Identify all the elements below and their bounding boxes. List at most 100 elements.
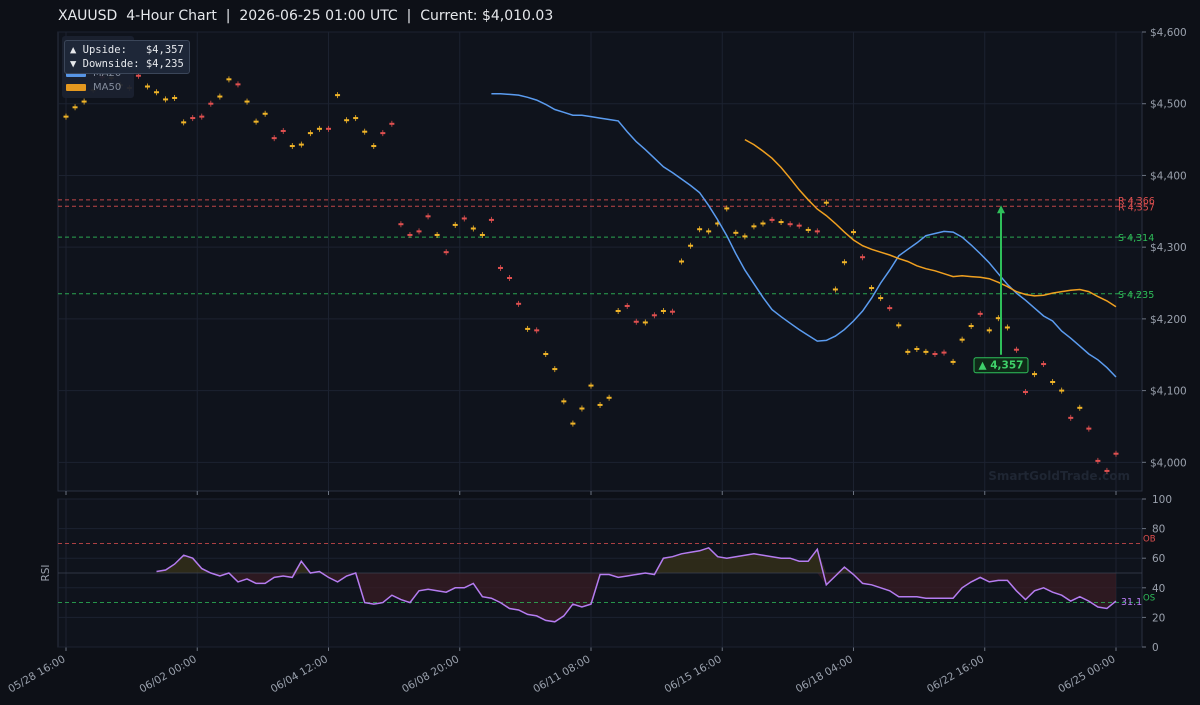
candle-body <box>642 321 648 324</box>
candle-body <box>570 422 576 425</box>
candle-body <box>226 78 232 81</box>
rsi-tick-label: 100 <box>1152 494 1172 506</box>
candle-body <box>651 314 657 317</box>
upside-label-box <box>973 357 1029 374</box>
candle-body <box>497 266 503 269</box>
candle-body <box>190 117 196 120</box>
candle-body <box>832 288 838 291</box>
candle-body <box>253 120 259 123</box>
candle-body <box>751 225 757 228</box>
candle-body <box>597 403 603 406</box>
rsi-fill-below <box>156 573 1116 622</box>
x-tick-label: 06/11 08:00 <box>531 653 592 695</box>
price-tick-label: $4,500 <box>1150 99 1187 111</box>
resistance-label: R 4,366 <box>1118 196 1155 207</box>
candle-body <box>316 127 322 130</box>
candle-body <box>280 129 286 132</box>
candle-body <box>869 287 875 290</box>
x-tick-label: 06/15 16:00 <box>662 653 723 695</box>
oversold-label: OS <box>1143 594 1155 604</box>
candle-body <box>217 95 223 98</box>
candle-body <box>995 317 1001 320</box>
candle-body <box>905 350 911 353</box>
candle-body <box>896 324 902 327</box>
candle-body <box>814 230 820 233</box>
support-label: S 4,314 <box>1118 233 1154 244</box>
candle-body <box>669 310 675 313</box>
legend-label-ma50: MA50 <box>93 82 122 93</box>
ma50-swatch <box>66 83 86 91</box>
candle-body <box>208 102 214 105</box>
candle-body <box>679 260 685 263</box>
price-tick-label: $4,600 <box>1150 27 1187 39</box>
price-tick-label: $4,100 <box>1150 386 1187 398</box>
candle-body <box>298 143 304 146</box>
rsi-tick-label: 60 <box>1152 553 1165 565</box>
candle-body <box>552 368 558 371</box>
candle-body <box>289 145 295 148</box>
candle-body <box>525 327 531 330</box>
x-tick-label: 06/18 04:00 <box>794 653 855 695</box>
candle-body <box>63 115 69 118</box>
candle-body <box>796 224 802 227</box>
price-tick-label: $4,400 <box>1150 170 1187 182</box>
candle-body <box>941 351 947 354</box>
price-tick-label: $4,000 <box>1150 457 1187 469</box>
rsi-tick-label: 40 <box>1152 583 1165 595</box>
x-tick-label: 06/04 12:00 <box>269 653 330 695</box>
x-tick-label: 06/08 20:00 <box>400 653 461 695</box>
watermark: SmartGoldTrade.com <box>988 469 1130 483</box>
rsi-tick-label: 20 <box>1152 612 1165 624</box>
candle-body <box>461 217 467 220</box>
candle-body <box>823 201 829 204</box>
candle-body <box>615 309 621 312</box>
candle-body <box>1022 391 1028 394</box>
candle-body <box>1041 363 1047 366</box>
candle-body <box>235 83 241 86</box>
candle-body <box>923 350 929 353</box>
candle-body <box>371 145 377 148</box>
candle-body <box>887 307 893 310</box>
candle-body <box>154 91 160 94</box>
candle-body <box>760 222 766 225</box>
x-tick-label: 06/25 00:00 <box>1056 653 1117 695</box>
rsi-tick-label: 80 <box>1152 524 1165 536</box>
candle-body <box>326 127 331 130</box>
rsi-last-label: 31.1 <box>1121 597 1142 608</box>
candle-body <box>660 309 666 312</box>
candle-body <box>479 233 485 236</box>
candle-body <box>579 407 585 410</box>
candle-body <box>742 235 748 238</box>
candle-body <box>805 228 811 231</box>
candle-body <box>135 74 141 77</box>
candle-body <box>470 227 476 230</box>
candle-body <box>344 119 350 122</box>
candle-body <box>932 353 938 356</box>
candle-body <box>588 384 594 387</box>
candle-body <box>72 106 78 109</box>
candle-body <box>1077 406 1083 409</box>
candle-body <box>706 230 712 233</box>
candle-body <box>244 100 250 103</box>
candle-body <box>271 137 277 140</box>
candle-body <box>516 302 522 305</box>
candle-body <box>425 215 431 218</box>
candle-body <box>633 320 639 323</box>
upside-target: ▲ Upside: $4,357 <box>70 44 184 56</box>
candle-body <box>144 85 150 88</box>
x-tick-label: 05/28 16:00 <box>6 653 67 695</box>
price-panel <box>57 31 1143 492</box>
candle-body <box>977 312 983 315</box>
downside-target: ▼ Downside: $4,235 <box>70 58 184 70</box>
candle-body <box>851 231 856 234</box>
candle-body <box>1050 380 1056 383</box>
candle-body <box>163 98 169 101</box>
candle-body <box>1004 326 1010 329</box>
candle-body <box>199 115 205 118</box>
candle-body <box>380 132 386 135</box>
candle-body <box>1095 459 1101 462</box>
candle-body <box>1068 416 1074 419</box>
candle-body <box>398 223 404 226</box>
candle-body <box>416 230 422 233</box>
candle-body <box>335 94 341 97</box>
